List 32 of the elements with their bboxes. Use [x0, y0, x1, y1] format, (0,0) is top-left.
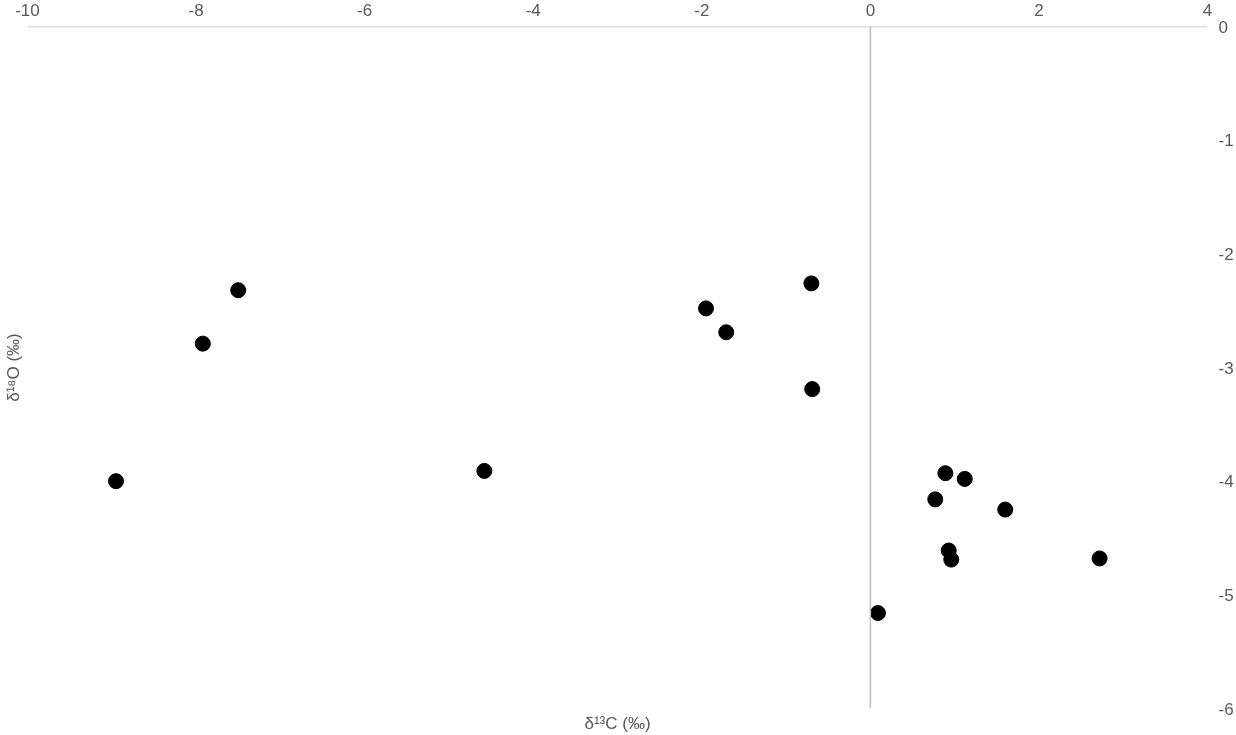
- x-tick-label: -4: [525, 0, 541, 20]
- y-tick-label: -2: [1218, 244, 1234, 264]
- point: [869, 605, 886, 622]
- point: [956, 470, 973, 487]
- point: [804, 381, 821, 398]
- point: [194, 335, 211, 352]
- x-tick-label: -8: [188, 0, 204, 20]
- x-tick-label: -6: [357, 0, 373, 20]
- y-tick-label: 0: [1218, 17, 1228, 37]
- x-tick-label: 2: [1034, 0, 1044, 20]
- point: [230, 282, 247, 299]
- point: [718, 324, 735, 341]
- y-tick-label: -5: [1218, 585, 1234, 605]
- point: [943, 551, 960, 568]
- point: [997, 501, 1014, 518]
- point: [937, 465, 954, 482]
- x-axis-title: δ¹³C (‰): [584, 713, 651, 733]
- y-tick-label: -3: [1218, 358, 1234, 378]
- x-tick-label: -10: [15, 0, 40, 20]
- x-tick-label: 0: [865, 0, 876, 20]
- point: [476, 462, 493, 479]
- point: [803, 275, 820, 292]
- y-tick-label: -4: [1218, 472, 1234, 492]
- x-tick-label: -2: [694, 0, 710, 20]
- point: [1091, 550, 1108, 567]
- y-tick-label: -6: [1218, 699, 1234, 719]
- point: [698, 300, 714, 317]
- y-tick-label: -1: [1218, 131, 1234, 151]
- point: [108, 473, 124, 490]
- y-axis-title: δ¹⁸O (‰): [3, 333, 23, 402]
- point: [927, 491, 944, 508]
- x-tick-label: 4: [1202, 0, 1213, 20]
